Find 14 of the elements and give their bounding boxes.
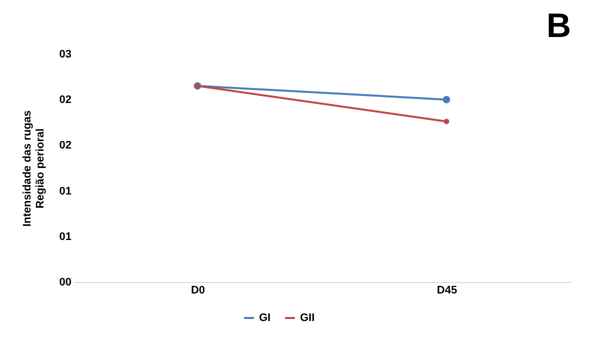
- y-tick-label: 01: [59, 230, 72, 243]
- x-tick-label: D0: [190, 284, 206, 296]
- y-axis-title: Intensidade das rugas Região perioral: [21, 110, 46, 227]
- y-tick-label: 02: [59, 140, 72, 152]
- y-tick-label: 01: [59, 185, 72, 198]
- point: [444, 118, 450, 124]
- y-tick-label: 00: [59, 276, 72, 288]
- chart-title: B: [546, 7, 571, 45]
- point: [442, 96, 450, 104]
- y-tick-label: 02: [59, 94, 72, 106]
- legend-label: GII: [300, 312, 315, 324]
- y-tick-label: 03: [59, 48, 72, 60]
- legend-label: GI: [259, 312, 271, 324]
- x-tick-label: D45: [436, 284, 458, 296]
